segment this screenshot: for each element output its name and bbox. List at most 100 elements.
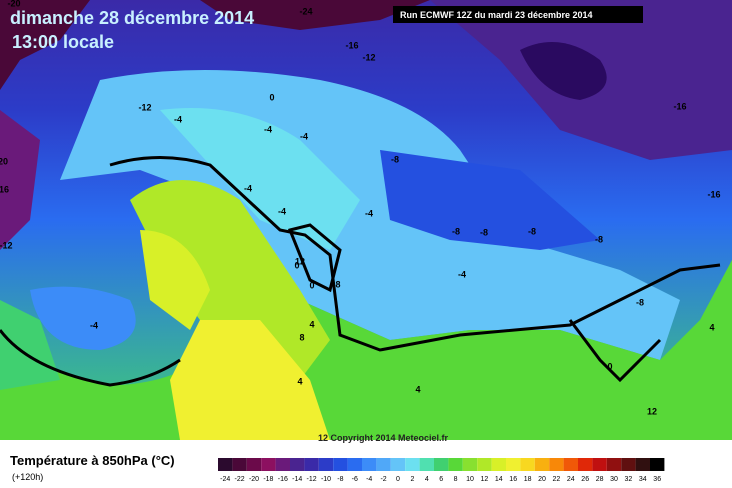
scale-label: 26 xyxy=(581,476,589,483)
map: -20 -24 -16 -12 -12 -12 -16 -16 0 -4 -4 -4 -4 -4 -8 -8 -… xyxy=(0,0,732,440)
color-swatch xyxy=(635,458,650,471)
color-swatch xyxy=(362,458,377,471)
contour-label: -16 xyxy=(707,189,720,199)
scale-label: 34 xyxy=(639,476,647,483)
scale-label: -6 xyxy=(352,476,358,483)
contour-label: -8 xyxy=(452,226,460,236)
color-swatch xyxy=(506,458,521,471)
contour-label: 0 xyxy=(607,361,612,371)
contour-label: -8 xyxy=(528,226,536,236)
contour-label: 12 xyxy=(295,256,305,266)
scale-label: -18 xyxy=(263,476,273,483)
header: dimanche 28 décembre 2014 13:00 locale R… xyxy=(10,6,643,443)
contour-label: -4 xyxy=(90,320,98,330)
scale-label: 16 xyxy=(509,476,517,483)
color-swatch xyxy=(520,458,535,471)
color-swatch xyxy=(333,458,348,471)
color-swatch xyxy=(405,458,420,471)
color-swatch xyxy=(232,458,247,471)
lead: (+120h) xyxy=(12,472,43,482)
color-swatch xyxy=(318,458,334,471)
scale-label: 10 xyxy=(466,476,474,483)
contour-label: 4 xyxy=(709,322,714,332)
scale-label: 28 xyxy=(596,476,604,483)
color-swatch xyxy=(290,458,305,471)
contour-label: 20 xyxy=(0,156,8,166)
color-swatch xyxy=(477,458,492,471)
scale-label: 12 xyxy=(481,476,489,483)
contour-label: -12 xyxy=(362,52,375,62)
scale-label: 4 xyxy=(425,476,429,483)
contour-label: -4 xyxy=(278,206,286,216)
color-swatch xyxy=(606,458,622,471)
color-swatch xyxy=(218,458,233,471)
color-swatch xyxy=(621,458,636,471)
color-swatch xyxy=(261,458,276,471)
color-swatch xyxy=(390,458,406,471)
date: dimanche 28 décembre 2014 xyxy=(10,8,254,28)
contour-label: -12 xyxy=(138,102,151,112)
scale-label: 36 xyxy=(653,476,661,483)
scale-label: -20 xyxy=(249,476,259,483)
scale-label: -12 xyxy=(307,476,317,483)
color-swatch xyxy=(534,458,550,471)
scale-label: -24 xyxy=(220,476,230,483)
color-swatch xyxy=(376,458,391,471)
footer: Température à 850hPa (°C) (+120h) -24 -22… xyxy=(0,448,732,488)
scale-label: -22 xyxy=(235,476,245,483)
contour-label: -16 xyxy=(673,101,686,111)
color-swatch xyxy=(304,458,319,471)
color-swatch xyxy=(563,458,578,471)
contour-label: -4 xyxy=(300,131,308,141)
color-swatch xyxy=(592,458,607,471)
scale-label: -8 xyxy=(337,476,343,483)
color-swatch xyxy=(491,458,506,471)
contour-label: -24 xyxy=(299,6,312,16)
scale-label: 2 xyxy=(410,476,414,483)
color-swatch xyxy=(448,458,463,471)
scale-label: 30 xyxy=(610,476,618,483)
contour-label: -12 xyxy=(0,240,13,250)
contour-label: -4 xyxy=(365,208,373,218)
scale-label: -4 xyxy=(366,476,372,483)
scale-label: -16 xyxy=(278,476,288,483)
contour-label: -8 xyxy=(595,234,603,244)
contour-label: 16 xyxy=(0,184,9,194)
color-swatch xyxy=(434,458,449,471)
run: Run ECMWF 12Z du mardi 23 décembre 2014 xyxy=(400,10,593,20)
color-swatch xyxy=(419,458,434,471)
contour-label: -8 xyxy=(636,297,644,307)
contour-label: 4 xyxy=(309,319,314,329)
contour-label: 8 xyxy=(299,332,304,342)
scale-label: -14 xyxy=(292,476,302,483)
contour-label: -20 xyxy=(7,0,20,8)
contour-label: -4 xyxy=(264,124,272,134)
scale-label: 22 xyxy=(553,476,561,483)
scale-label: 18 xyxy=(524,476,532,483)
scale-label: 24 xyxy=(567,476,575,483)
footer-title: Température à 850hPa (°C) xyxy=(10,453,175,468)
copyright: 12 Copyright 2014 Meteociel.fr xyxy=(318,433,449,443)
scale-label: -10 xyxy=(321,476,331,483)
contour-label: 12 xyxy=(647,406,657,416)
contour-label: -16 xyxy=(345,40,358,50)
contour-label: -4 xyxy=(458,269,466,279)
scale-label: -2 xyxy=(380,476,386,483)
color-swatch xyxy=(462,458,478,471)
scale-label: 20 xyxy=(538,476,546,483)
scale-label: 0 xyxy=(396,476,400,483)
contour-label: -4 xyxy=(244,183,252,193)
color-swatch xyxy=(578,458,593,471)
time: 13:00 locale xyxy=(12,32,114,52)
run-box xyxy=(393,6,643,23)
color-swatch xyxy=(650,458,665,471)
scale-label: 32 xyxy=(625,476,633,483)
contour-label: 4 xyxy=(415,384,420,394)
contour-label: 0 xyxy=(309,280,314,290)
contour-label: -8 xyxy=(480,227,488,237)
contour-label: -4 xyxy=(174,114,182,124)
color-swatch xyxy=(275,458,290,471)
contour-label: -8 xyxy=(391,154,399,164)
contour-label: 8 xyxy=(335,279,340,289)
